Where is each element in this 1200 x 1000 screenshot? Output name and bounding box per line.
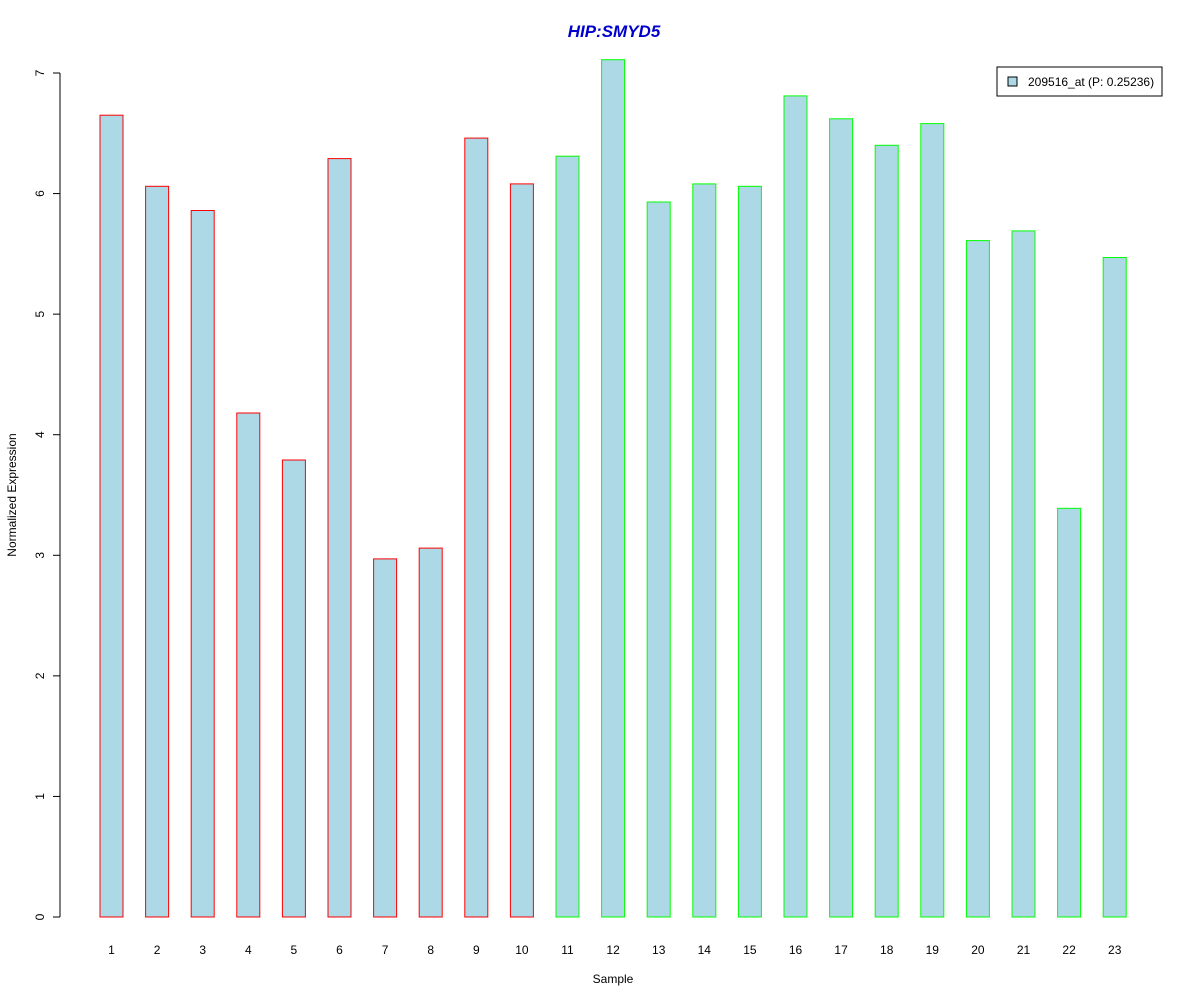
- y-tick-label: 0: [33, 913, 47, 920]
- chart-title: HIP:SMYD5: [568, 22, 661, 41]
- x-tick-label: 15: [743, 943, 757, 957]
- x-axis-label: Sample: [593, 972, 634, 986]
- x-tick-label: 20: [971, 943, 985, 957]
- x-tick-label: 3: [199, 943, 206, 957]
- bar-sample-4: [236, 412, 261, 918]
- bar-sample-5: [281, 459, 306, 918]
- y-tick-label: 6: [33, 190, 47, 197]
- y-axis-label: Normalized Expression: [5, 433, 19, 556]
- bar-sample-20: [965, 240, 990, 918]
- x-tick-label: 6: [336, 943, 343, 957]
- bar-sample-16: [783, 95, 808, 918]
- y-tick-label: 1: [33, 793, 47, 800]
- bars: [99, 59, 1127, 918]
- x-tick-label: 22: [1062, 943, 1076, 957]
- bar-sample-1: [99, 114, 124, 918]
- bar-sample-11: [555, 155, 580, 918]
- legend-swatch: [1007, 76, 1018, 87]
- legend: 209516_at (P: 0.25236): [996, 66, 1163, 97]
- x-tick-label: 4: [245, 943, 252, 957]
- bar-sample-17: [829, 118, 854, 918]
- x-axis: 1 2 3 4 5 6 7 8 9 10 11 12 13 14 15 16 17 18 19 20 21 22 23: [108, 943, 1122, 957]
- bar-sample-21: [1011, 230, 1036, 918]
- x-tick-label: 8: [427, 943, 434, 957]
- x-tick-label: 18: [880, 943, 894, 957]
- x-tick-label: 23: [1108, 943, 1122, 957]
- x-tick-label: 9: [473, 943, 480, 957]
- x-tick-label: 7: [382, 943, 389, 957]
- bar-sample-23: [1102, 257, 1127, 918]
- bar-sample-14: [692, 183, 717, 918]
- x-tick-label: 2: [154, 943, 161, 957]
- bar-sample-8: [418, 547, 443, 918]
- bar-sample-3: [190, 210, 215, 918]
- x-tick-label: 10: [515, 943, 529, 957]
- bar-sample-18: [874, 144, 899, 918]
- bar-sample-22: [1057, 507, 1082, 918]
- bar-sample-10: [509, 183, 534, 918]
- x-tick-label: 19: [926, 943, 940, 957]
- bar-sample-19: [920, 123, 945, 918]
- x-tick-label: 16: [789, 943, 803, 957]
- bar-sample-13: [646, 201, 671, 918]
- x-tick-label: 5: [291, 943, 298, 957]
- x-tick-label: 1: [108, 943, 115, 957]
- y-tick-label: 4: [33, 431, 47, 438]
- y-tick-label: 2: [33, 672, 47, 679]
- legend-label: 209516_at (P: 0.25236): [1028, 75, 1154, 89]
- legend-box: [996, 66, 1163, 97]
- bar-sample-2: [145, 185, 170, 918]
- x-tick-label: 21: [1017, 943, 1031, 957]
- y-tick-label: 7: [33, 69, 47, 76]
- y-tick-label: 3: [33, 552, 47, 559]
- y-tick-label: 5: [33, 310, 47, 317]
- bar-sample-6: [327, 158, 352, 918]
- x-tick-label: 12: [606, 943, 620, 957]
- x-tick-label: 14: [698, 943, 712, 957]
- x-tick-label: 17: [834, 943, 848, 957]
- bar-sample-7: [373, 558, 398, 918]
- bar-sample-15: [737, 185, 762, 918]
- y-axis: 0 1 2 3 4 5 6 7: [33, 69, 61, 920]
- bar-sample-9: [464, 137, 489, 918]
- x-tick-label: 13: [652, 943, 666, 957]
- x-tick-label: 11: [561, 943, 574, 957]
- bar-sample-12: [601, 59, 626, 918]
